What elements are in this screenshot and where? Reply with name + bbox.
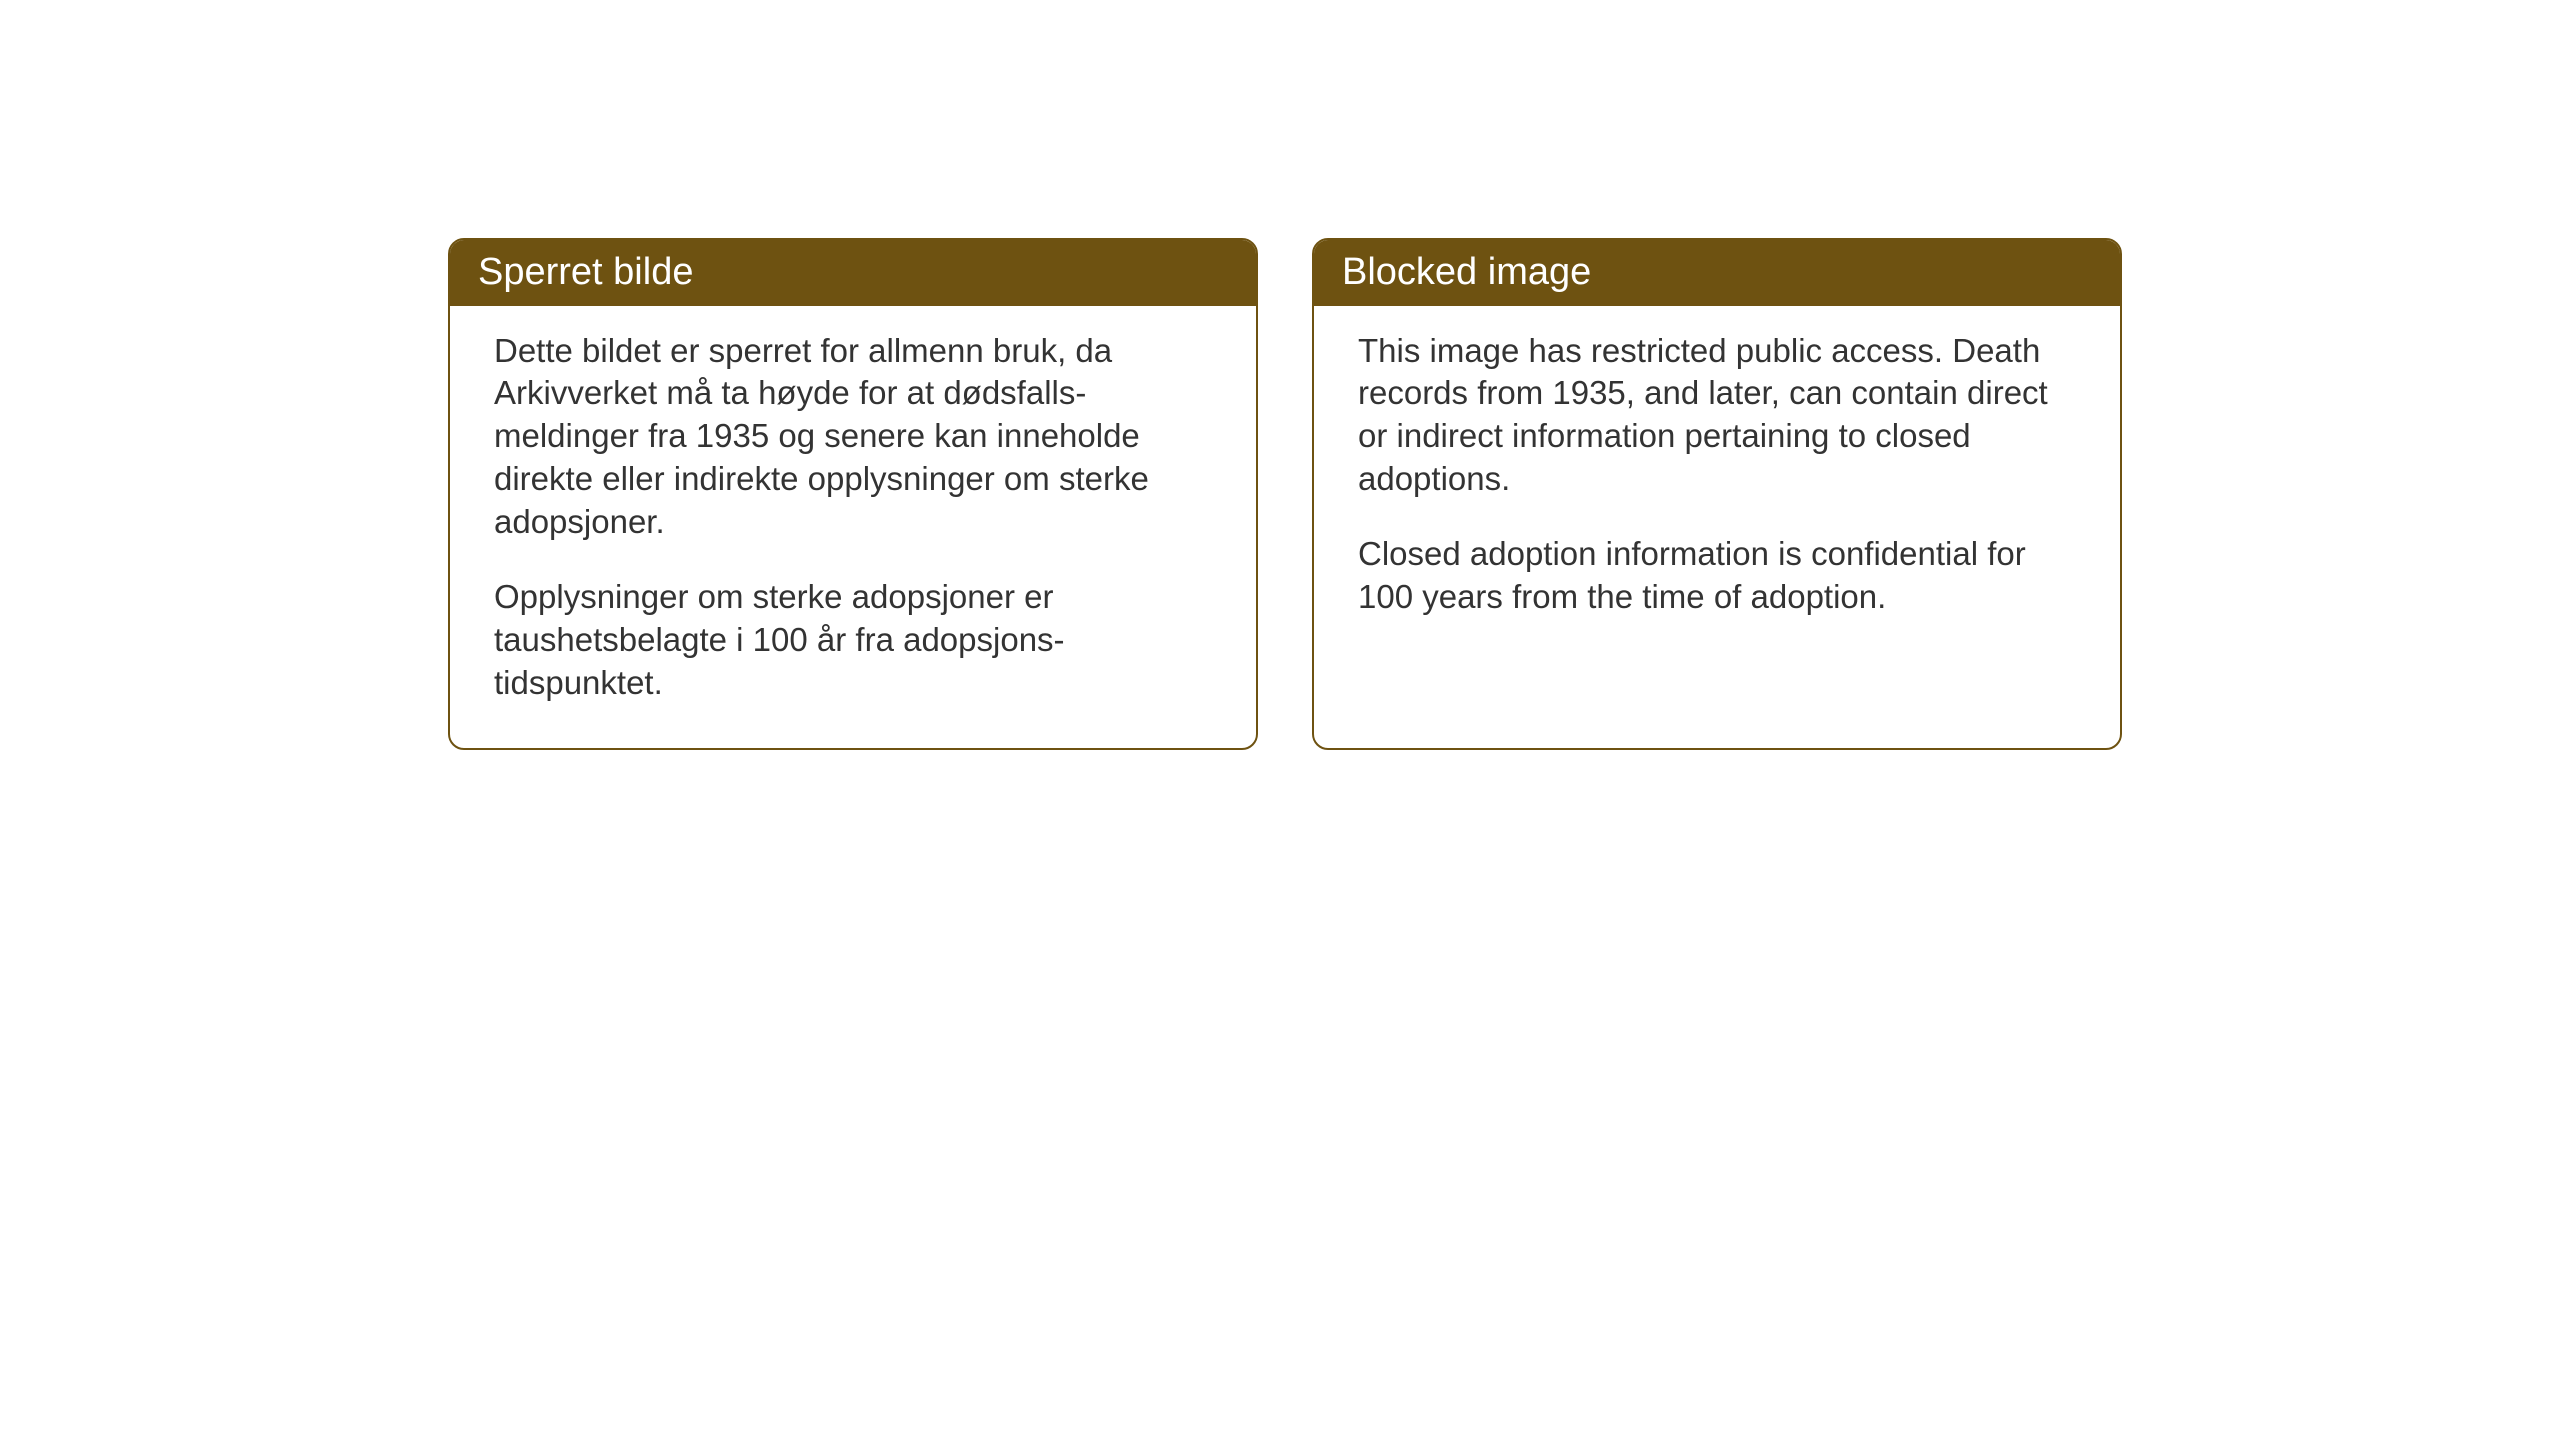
card-title-english: Blocked image [1342, 251, 1591, 293]
card-body-norwegian: Dette bildet er sperret for allmenn bruk… [450, 306, 1256, 741]
card-body-english: This image has restricted public access.… [1314, 306, 2120, 655]
card-paragraph-1-english: This image has restricted public access.… [1358, 330, 2076, 502]
notice-card-english: Blocked image This image has restricted … [1312, 238, 2122, 750]
card-header-english: Blocked image [1314, 240, 2120, 306]
card-title-norwegian: Sperret bilde [478, 251, 693, 293]
card-paragraph-2-norwegian: Opplysninger om sterke adopsjoner er tau… [494, 576, 1212, 705]
card-paragraph-1-norwegian: Dette bildet er sperret for allmenn bruk… [494, 330, 1212, 544]
notice-cards-container: Sperret bilde Dette bildet er sperret fo… [448, 238, 2122, 750]
notice-card-norwegian: Sperret bilde Dette bildet er sperret fo… [448, 238, 1258, 750]
card-header-norwegian: Sperret bilde [450, 240, 1256, 306]
card-paragraph-2-english: Closed adoption information is confident… [1358, 533, 2076, 619]
